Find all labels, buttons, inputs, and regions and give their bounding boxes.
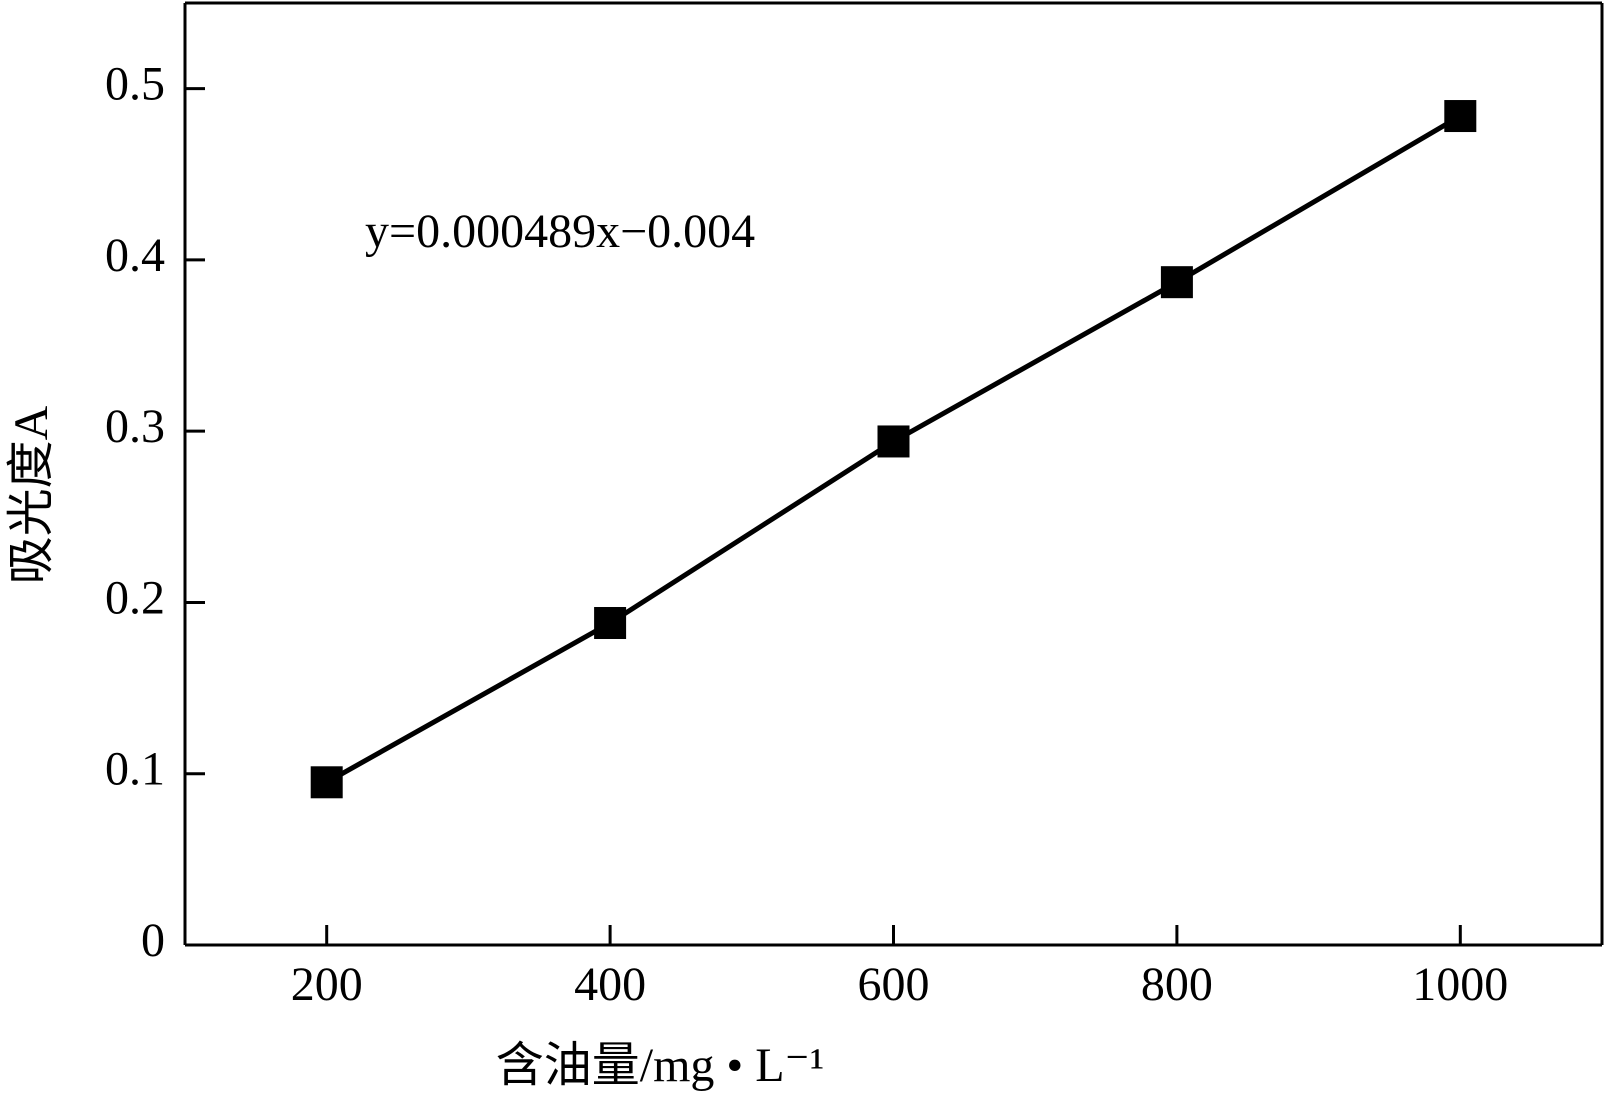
x-tick-label: 200 bbox=[291, 958, 363, 1011]
y-tick-label: 0.1 bbox=[105, 743, 165, 796]
data-point bbox=[310, 766, 343, 799]
x-tick-label: 800 bbox=[1141, 958, 1213, 1011]
data-point bbox=[594, 607, 627, 640]
x-tick-label: 600 bbox=[858, 958, 930, 1011]
x-axis-label: 含油量/mg • L⁻¹ bbox=[496, 1039, 825, 1092]
y-tick-label: 0 bbox=[141, 914, 165, 967]
y-tick-label: 0.2 bbox=[105, 571, 165, 624]
y-tick-label: 0.5 bbox=[105, 58, 165, 111]
data-point bbox=[877, 425, 910, 458]
data-point bbox=[1160, 266, 1193, 299]
data-point bbox=[1444, 100, 1477, 133]
y-tick-label: 0.3 bbox=[105, 400, 165, 453]
x-tick-label: 400 bbox=[574, 958, 646, 1011]
y-axis-label: 吸光度A bbox=[5, 405, 58, 584]
x-tick-label: 1000 bbox=[1412, 958, 1508, 1011]
equation-annotation: y=0.000489x−0.004 bbox=[365, 205, 755, 258]
y-tick-label: 0.4 bbox=[105, 229, 165, 282]
